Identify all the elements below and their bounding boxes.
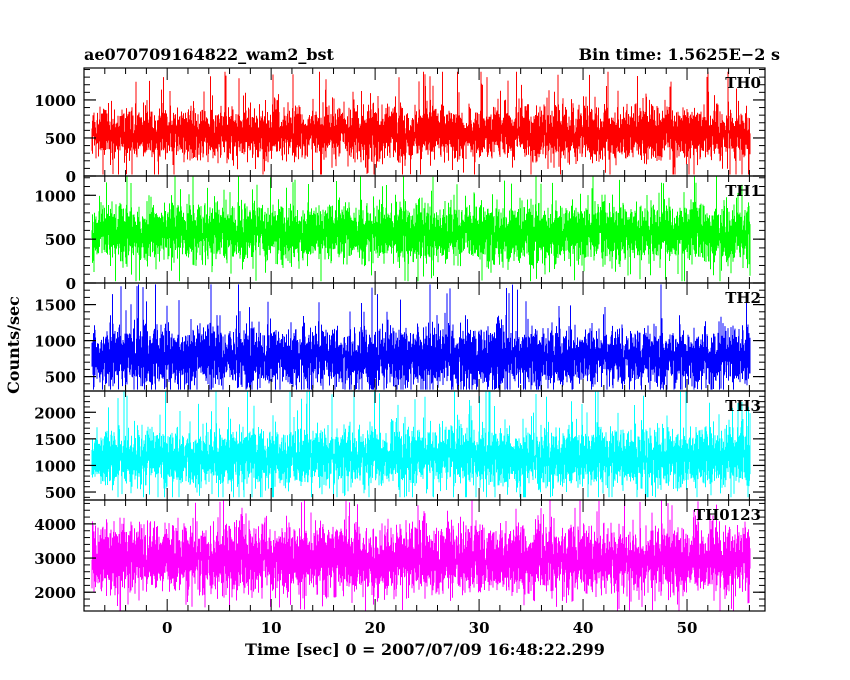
- y-tick-label: 500: [45, 130, 76, 148]
- y-tick-label: 2000: [34, 584, 76, 602]
- y-tick-label: 1500: [34, 431, 76, 449]
- chart-title-left: ae070709164822_wam2_bst: [84, 45, 335, 64]
- y-tick-label: 4000: [34, 516, 76, 534]
- y-tick-label: 3000: [34, 550, 76, 568]
- y-tick-label: 1000: [34, 187, 76, 205]
- y-axis-label: Counts/sec: [4, 296, 23, 394]
- panel-label-th0: TH0: [725, 74, 761, 92]
- panel-frame: [83, 499, 766, 612]
- panel-th3: 500 1000 1500 2000 TH3: [34, 390, 766, 502]
- panel-label-th2: TH2: [725, 289, 761, 307]
- panel-label-th3: TH3: [725, 397, 761, 415]
- panel-th1: 0 500 1000 TH1: [34, 175, 766, 293]
- panel-th0123: 2000 3000 4000 TH0123: [34, 499, 766, 612]
- panel-label-th0123: TH0123: [694, 506, 761, 524]
- panel-th2: 500 1000 1500 TH2: [34, 282, 766, 392]
- y-tick-label: 500: [45, 369, 76, 387]
- x-tick-label: 10: [261, 619, 282, 637]
- x-tick-label: 40: [573, 619, 594, 637]
- y-tick-label: 1500: [34, 297, 76, 315]
- series-th0123: [91, 500, 751, 611]
- chart-title-right: Bin time: 1.5625E−2 s: [579, 45, 780, 64]
- x-axis-label: Time [sec] 0 = 2007/07/09 16:48:22.299: [245, 640, 605, 659]
- y-tick-label: 0: [66, 168, 76, 186]
- y-tick-label: 2000: [34, 404, 76, 422]
- series-th3: [91, 391, 751, 498]
- series-th1: [91, 176, 751, 282]
- series-th0: [91, 71, 751, 175]
- x-tick-label: 50: [677, 619, 698, 637]
- y-tick-label: 1000: [34, 457, 76, 475]
- y-tick-label: 500: [45, 484, 76, 502]
- x-tick-label: 0: [162, 619, 172, 637]
- y-tick-label: 1000: [34, 92, 76, 110]
- panel-th0: 0 500 1000 TH0: [34, 67, 766, 186]
- x-tick-label: 20: [365, 619, 386, 637]
- x-tick-label: 30: [469, 619, 490, 637]
- panel-label-th1: TH1: [725, 182, 761, 200]
- series-th2: [91, 284, 751, 390]
- y-tick-label: 0: [66, 275, 76, 293]
- y-tick-label: 1000: [34, 333, 76, 351]
- y-tick-label: 500: [45, 231, 76, 249]
